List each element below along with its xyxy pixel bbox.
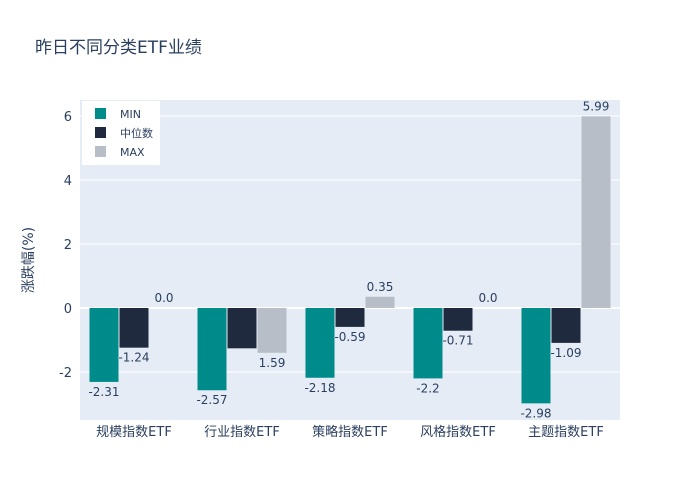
data-label: -0.71 — [442, 334, 473, 348]
legend-label: MIN — [120, 108, 141, 121]
x-tick-label: 行业指数ETF — [204, 425, 280, 440]
bar — [305, 308, 335, 378]
legend-swatch — [95, 146, 106, 157]
bar — [581, 116, 611, 308]
legend-swatch — [95, 108, 106, 119]
data-label: 1.59 — [259, 356, 286, 370]
data-label: -2.57 — [196, 393, 227, 407]
bar — [521, 308, 551, 404]
data-label: -2.18 — [304, 381, 335, 395]
x-tick-label: 风格指数ETF — [420, 424, 496, 440]
bar — [227, 308, 257, 349]
legend-swatch — [95, 127, 106, 138]
data-label: -1.24 — [118, 351, 149, 365]
data-label: -1.09 — [550, 346, 581, 360]
legend-label: 中位数 — [120, 126, 153, 140]
y-tick-label: 4 — [64, 174, 72, 189]
data-label: -0.59 — [334, 330, 365, 344]
data-label: -2.98 — [520, 406, 551, 420]
y-axis-title: 涨跌幅(%) — [21, 227, 37, 293]
x-tick-label: 规模指数ETF — [96, 425, 172, 440]
bar — [119, 308, 149, 348]
data-label: 0.35 — [367, 280, 394, 294]
x-tick-label: 策略指数ETF — [312, 424, 388, 440]
y-tick-label: -2 — [59, 366, 72, 381]
y-tick-label: 6 — [64, 110, 72, 125]
data-label: 0.0 — [154, 291, 173, 305]
bar — [413, 308, 443, 379]
legend-label: MAX — [120, 146, 145, 159]
bar — [197, 308, 227, 391]
bar — [365, 296, 395, 308]
data-label: -2.31 — [88, 385, 119, 399]
x-tick-label: 主题指数ETF — [528, 425, 604, 440]
bar — [257, 308, 287, 353]
bar — [89, 308, 119, 382]
bar — [551, 308, 581, 343]
data-label: -2.2 — [416, 381, 439, 395]
chart-title: 昨日不同分类ETF业绩 — [35, 38, 202, 58]
y-tick-label: 0 — [64, 302, 72, 317]
bar — [443, 308, 473, 331]
bar — [335, 308, 365, 327]
data-label: 0.0 — [478, 291, 497, 305]
data-label: 5.99 — [583, 99, 610, 113]
y-tick-label: 2 — [64, 238, 72, 253]
